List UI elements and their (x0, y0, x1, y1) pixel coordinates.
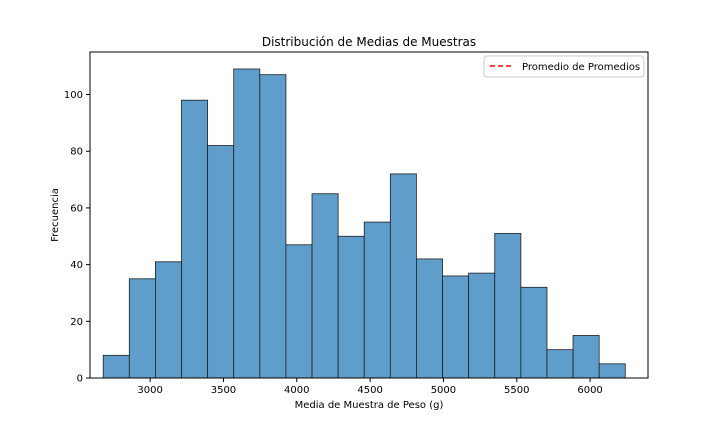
histogram-bar (598, 363, 626, 379)
histogram-bar (468, 272, 496, 379)
plot-frame (89, 51, 649, 379)
x-tick-label: 6000 (577, 385, 602, 396)
x-tick-label: 4500 (357, 385, 382, 396)
histogram-bar (102, 354, 130, 379)
y-tick-label: 40 (70, 260, 83, 271)
x-tick-label: 3000 (137, 385, 162, 396)
x-tick-label: 3500 (211, 385, 236, 396)
histogram-bar (520, 286, 548, 379)
legend: Promedio de Promedios (483, 55, 645, 78)
histogram-bar (442, 275, 470, 379)
y-tick-label: 20 (70, 317, 83, 328)
y-tick-label: 100 (64, 90, 83, 101)
histogram-bar (285, 244, 313, 379)
histogram-bar (311, 193, 339, 379)
histogram-bar (233, 68, 261, 379)
histogram-bar (416, 258, 443, 379)
x-tick-label: 5500 (504, 385, 529, 396)
legend-box (483, 55, 645, 78)
histogram-bar (363, 221, 391, 379)
histogram-bar (389, 173, 417, 379)
y-tick-label: 0 (77, 374, 83, 385)
histogram-bar (181, 99, 209, 379)
histogram-bar (259, 74, 287, 379)
histogram-bar (207, 145, 235, 379)
histogram-bar (546, 349, 574, 379)
histogram-bar (337, 235, 365, 379)
histogram-bar (494, 233, 522, 379)
legend-label: Promedio de Promedios (522, 62, 640, 73)
y-tick-label: 80 (70, 147, 83, 158)
x-axis-title: Media de Muestra de Peso (g) (295, 400, 444, 411)
y-axis-ticks: 0 20 40 60 80 100 (64, 90, 90, 385)
chart-title: Distribución de Medias de Muestras (262, 35, 476, 49)
histogram-bar (128, 278, 156, 379)
y-tick-label: 60 (70, 203, 83, 214)
y-axis-title: Frecuencia (50, 188, 61, 242)
histogram-bars (102, 68, 626, 379)
x-tick-label: 5000 (431, 385, 456, 396)
x-axis-ticks: 3000 3500 4000 4500 5000 5500 6000 (137, 378, 603, 396)
histogram-bar (572, 335, 600, 379)
x-tick-label: 4000 (284, 385, 309, 396)
histogram-bar (155, 261, 182, 379)
